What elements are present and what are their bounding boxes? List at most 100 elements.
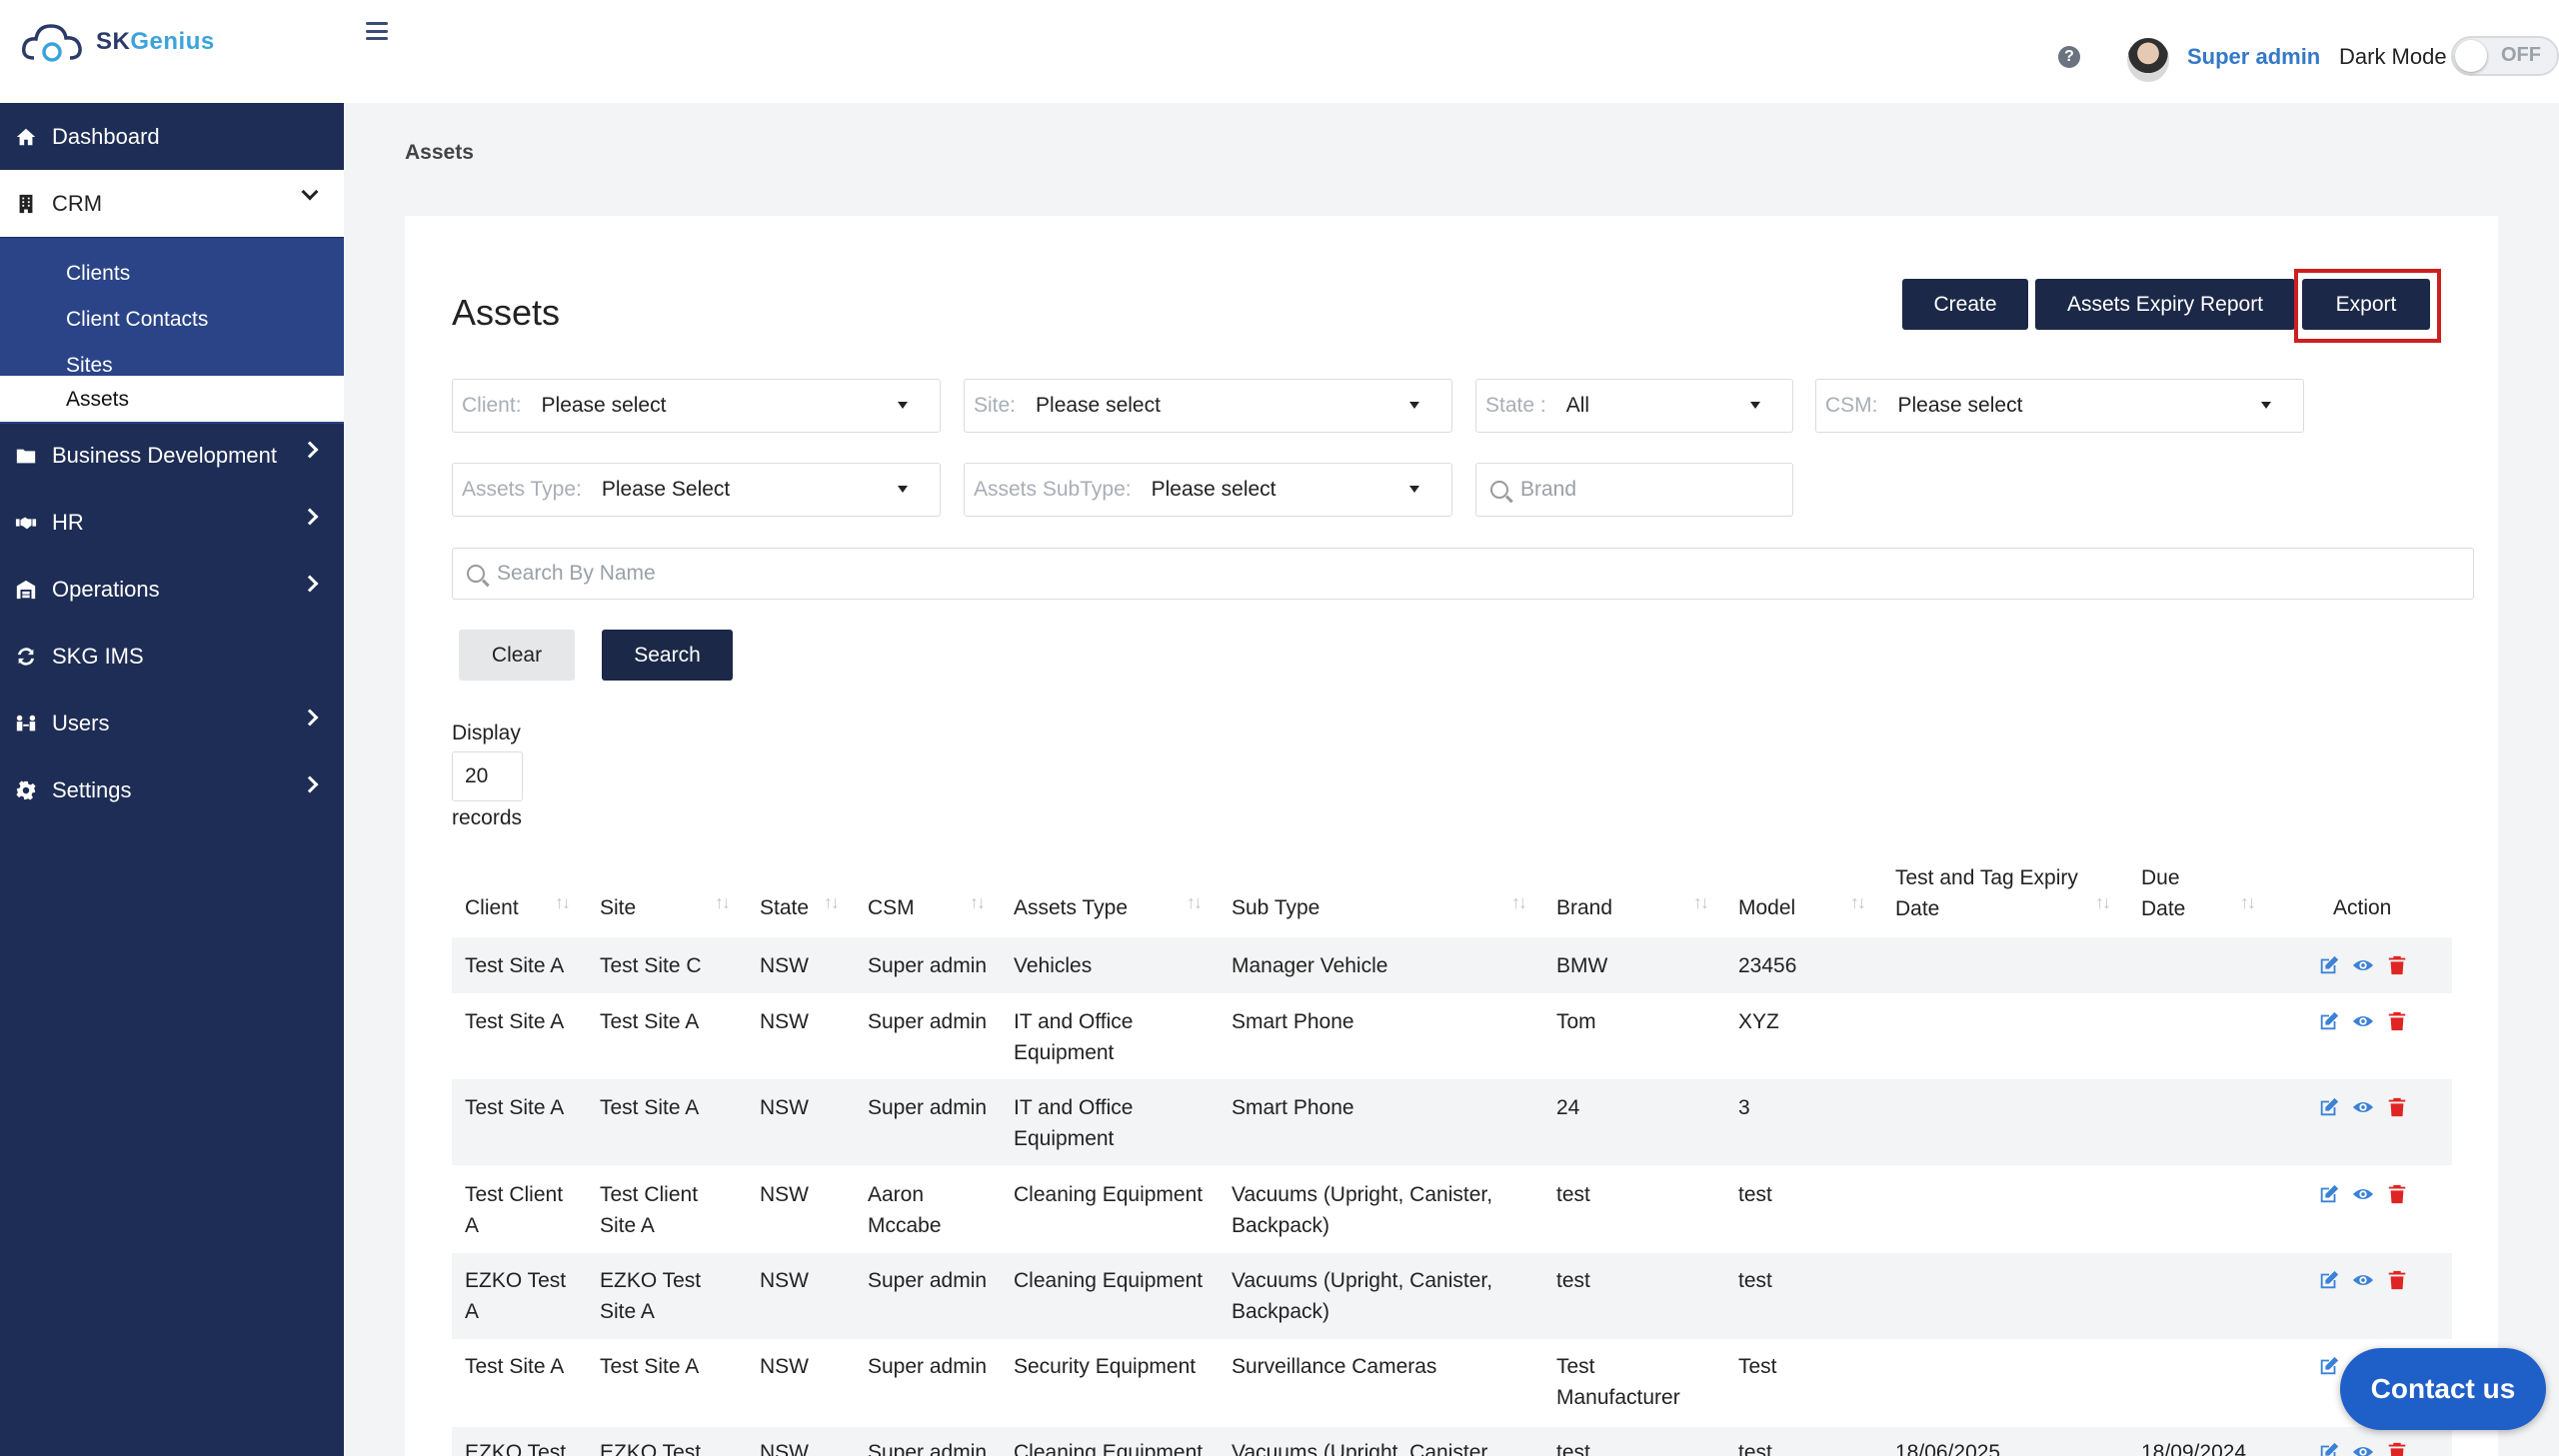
sort-icon[interactable]: ↑↓: [715, 892, 731, 912]
csm-select[interactable]: CSM: Please select: [1815, 379, 2304, 433]
sort-icon[interactable]: ↑↓: [970, 892, 986, 912]
sort-icon[interactable]: ↑↓: [1511, 892, 1527, 912]
client-select-value: Please select: [541, 394, 667, 417]
col-header-model[interactable]: Model: [1738, 896, 1796, 919]
sidebar-item-crm[interactable]: CRM: [0, 170, 344, 237]
cell-assets-type: Cleaning Equipment: [1014, 1441, 1204, 1456]
cell-client: Test Client A: [465, 1183, 564, 1237]
delete-icon[interactable]: [2386, 1010, 2408, 1032]
delete-icon[interactable]: [2386, 1183, 2408, 1205]
sidebar-item-client-contacts[interactable]: Client Contacts: [66, 308, 209, 331]
col-header-due-date[interactable]: Due Date: [2141, 862, 2185, 924]
records-per-page-input[interactable]: 20: [452, 751, 523, 801]
create-button[interactable]: Create: [1902, 279, 2028, 330]
sort-icon[interactable]: ↑↓: [555, 892, 571, 912]
sidebar-item-label: SKG IMS: [52, 643, 144, 669]
avatar[interactable]: [2127, 38, 2169, 82]
col-header-sub-type[interactable]: Sub Type: [1232, 896, 1320, 919]
site-select[interactable]: Site: Please select: [964, 379, 1452, 433]
sidebar-item-sites[interactable]: Sites: [66, 354, 113, 377]
assets-expiry-report-button[interactable]: Assets Expiry Report: [2035, 279, 2295, 330]
sidebar-item-label: Operations: [52, 576, 160, 602]
export-button[interactable]: Export: [2302, 279, 2430, 330]
user-name[interactable]: Super admin: [2187, 44, 2321, 69]
assets-type-label: Assets Type:: [462, 478, 582, 501]
sort-icon[interactable]: ↑↓: [1187, 892, 1203, 912]
view-icon[interactable]: [2352, 1183, 2374, 1205]
clear-button[interactable]: Clear: [459, 630, 575, 681]
view-icon[interactable]: [2352, 954, 2374, 976]
cell-sub-type: Smart Phone: [1232, 1010, 1354, 1033]
search-button[interactable]: Search: [602, 630, 733, 681]
view-icon[interactable]: [2352, 1441, 2374, 1456]
csm-select-value: Please select: [1897, 394, 2023, 417]
cell-sub-type: Manager Vehicle: [1232, 954, 1388, 977]
sidebar-item-dashboard[interactable]: Dashboard: [0, 103, 344, 170]
sort-icon[interactable]: ↑↓: [1850, 892, 1866, 912]
col-header-assets-type[interactable]: Assets Type: [1014, 896, 1129, 919]
cell-brand: Tom: [1556, 1010, 1596, 1033]
menu-toggle-icon[interactable]: [366, 22, 388, 40]
row-actions: [2318, 954, 2408, 976]
view-icon[interactable]: [2352, 1269, 2374, 1291]
cell-brand: test: [1556, 1269, 1590, 1292]
edit-icon[interactable]: [2318, 1441, 2340, 1456]
cell-assets-type: Vehicles: [1014, 954, 1093, 977]
delete-icon[interactable]: [2386, 1269, 2408, 1291]
contact-us-button[interactable]: Contact us: [2340, 1348, 2546, 1430]
dark-mode-toggle[interactable]: OFF: [2451, 36, 2559, 76]
brand-input[interactable]: Brand: [1475, 463, 1793, 517]
cell-state: NSW: [760, 1096, 809, 1119]
col-header-state[interactable]: State: [760, 896, 810, 919]
search-icon: [467, 565, 485, 583]
assets-type-select[interactable]: Assets Type: Please Select: [452, 463, 941, 517]
edit-icon[interactable]: [2318, 1096, 2340, 1118]
edit-icon[interactable]: [2318, 954, 2340, 976]
delete-icon[interactable]: [2386, 1441, 2408, 1456]
view-icon[interactable]: [2352, 1096, 2374, 1118]
sidebar-item-settings[interactable]: Settings: [0, 756, 344, 823]
help-icon[interactable]: ?: [2058, 46, 2080, 68]
sidebar-item-business-development[interactable]: Business Development: [0, 422, 344, 489]
sidebar-item-label: Settings: [52, 776, 132, 802]
cell-client: EZKO Test A: [465, 1269, 567, 1323]
cell-site: EZKO Test: [600, 1441, 702, 1456]
assets-subtype-select[interactable]: Assets SubType: Please select: [964, 463, 1452, 517]
cell-client: Test Site A: [465, 1010, 565, 1033]
edit-icon[interactable]: [2318, 1269, 2340, 1291]
edit-icon[interactable]: [2318, 1183, 2340, 1205]
edit-icon[interactable]: [2318, 1355, 2340, 1377]
cell-assets-type: IT and Office Equipment: [1014, 1096, 1134, 1150]
logo[interactable]: SKGenius: [20, 18, 215, 66]
sort-icon[interactable]: ↑↓: [2240, 892, 2256, 912]
sort-icon[interactable]: ↑↓: [2095, 892, 2111, 912]
caret-down-icon: [1409, 486, 1419, 493]
search-by-name-input[interactable]: Search By Name: [452, 548, 2474, 600]
sidebar-item-users[interactable]: Users: [0, 690, 344, 756]
cell-state: NSW: [760, 1183, 809, 1206]
cell-client: Test Site A: [465, 1355, 565, 1378]
delete-icon[interactable]: [2386, 954, 2408, 976]
delete-icon[interactable]: [2386, 1096, 2408, 1118]
sidebar-item-skg-ims[interactable]: SKG IMS: [0, 623, 344, 690]
caret-down-icon: [898, 486, 908, 493]
col-header-csm[interactable]: CSM: [868, 896, 915, 919]
sort-icon[interactable]: ↑↓: [824, 892, 840, 912]
row-actions: [2318, 1010, 2408, 1032]
sidebar-item-clients[interactable]: Clients: [66, 262, 131, 285]
view-icon[interactable]: [2352, 1010, 2374, 1032]
col-header-brand[interactable]: Brand: [1556, 896, 1613, 919]
chevron-down-icon: [301, 183, 319, 201]
cell-state: NSW: [760, 954, 809, 977]
sidebar-item-operations[interactable]: Operations: [0, 556, 344, 623]
client-select[interactable]: Client: Please select: [452, 379, 941, 433]
col-header-site[interactable]: Site: [600, 896, 637, 919]
col-header-client[interactable]: Client: [465, 896, 519, 919]
sidebar-item-hr[interactable]: HR: [0, 489, 344, 556]
sidebar-item-assets[interactable]: Assets: [0, 376, 344, 422]
row-actions: [2318, 1096, 2408, 1118]
sort-icon[interactable]: ↑↓: [1693, 892, 1709, 912]
col-header-test-tag[interactable]: Test and Tag Expiry Date: [1895, 862, 2078, 924]
edit-icon[interactable]: [2318, 1010, 2340, 1032]
state-select[interactable]: State : All: [1475, 379, 1793, 433]
